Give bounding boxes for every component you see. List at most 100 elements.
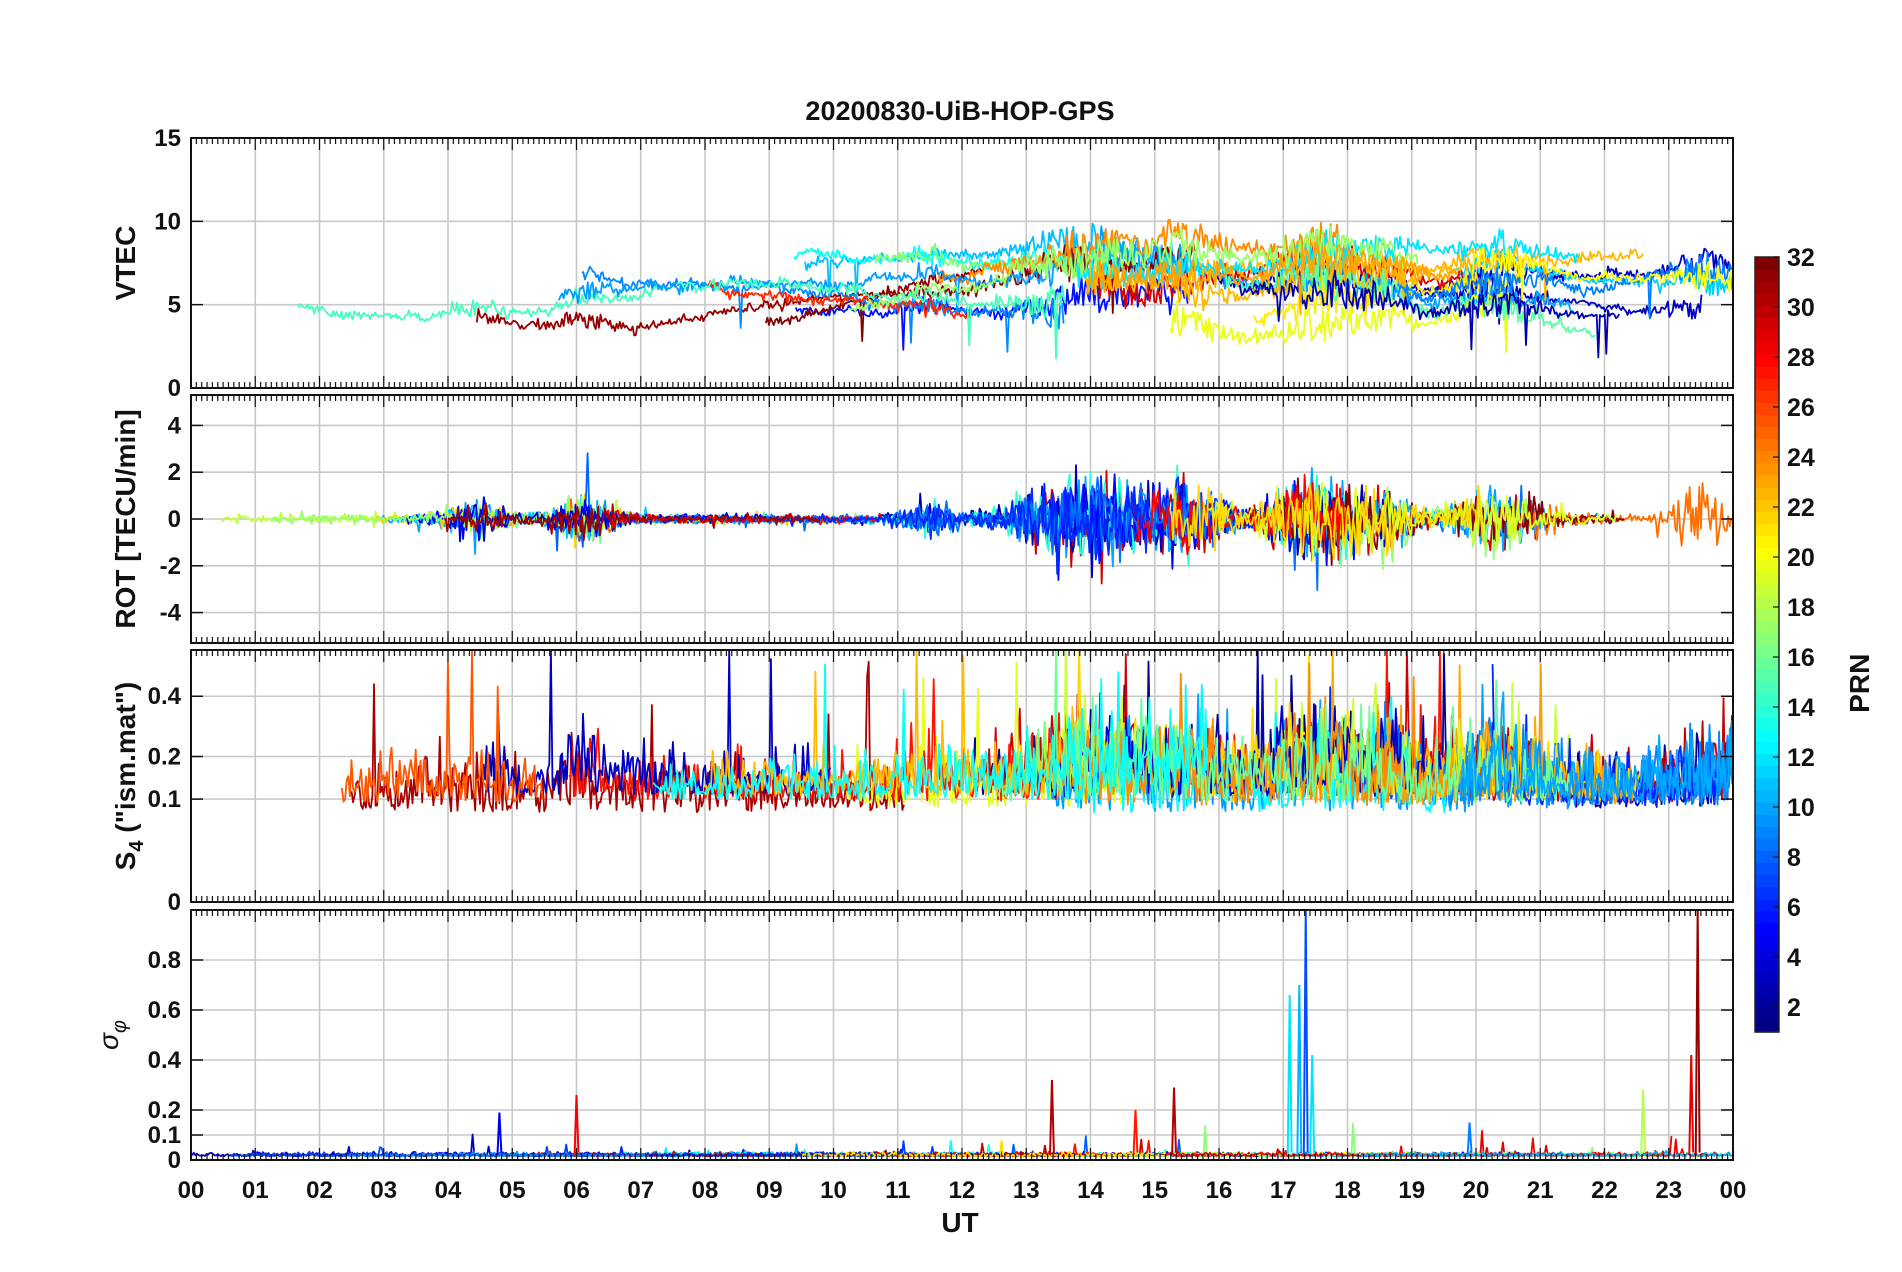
colorbar-band	[1755, 583, 1779, 597]
sigma-phi-y-ticks: 00.10.2 0.4 0.6 0.8	[148, 947, 182, 1174]
colorbar-band	[1755, 571, 1779, 585]
prn-trace	[475, 267, 984, 337]
x-tick-label: 02	[306, 1177, 333, 1204]
vtec-frame	[190, 137, 1734, 389]
sigma-spike	[1296, 984, 1303, 1156]
colorbar-tick-label: 20	[1787, 544, 1815, 572]
colorbar-band	[1755, 826, 1779, 839]
colorbar-band	[1755, 862, 1779, 876]
colorbar-band	[1755, 341, 1779, 355]
y-tick-label: 15	[154, 125, 181, 152]
sigma-spike	[1171, 1087, 1177, 1156]
sigma-spike	[1049, 1079, 1055, 1156]
sigma-spike	[1688, 1054, 1695, 1156]
colorbar-tick-label: 30	[1787, 294, 1815, 322]
x-tick-label: 17	[1270, 1177, 1297, 1204]
x-axis-label: UT	[941, 1207, 978, 1238]
prn-trace	[1222, 258, 1596, 338]
colorbar-band	[1755, 535, 1779, 549]
sigma-spike	[1132, 1109, 1139, 1156]
s4-label-main: S	[110, 852, 141, 871]
panel-sigma-phi: 00.10.2 0.4 0.6 0.8 σφ	[93, 909, 1734, 1174]
y-tick-label: 0.1	[148, 786, 181, 813]
colorbar-band	[1755, 680, 1779, 694]
vtec-y-ticks: 0 5 10 15	[154, 125, 181, 402]
colorbar-band	[1755, 257, 1779, 270]
colorbar-tick-label: 28	[1787, 344, 1815, 372]
prn-trace	[800, 1139, 1151, 1158]
sigma-label-main: σ	[93, 1032, 124, 1050]
panel-s4: 0 0.1 0.2 0.4 S4 ("ism.mat")	[110, 649, 1734, 916]
colorbar-band	[1755, 511, 1779, 525]
colorbar-band	[1755, 305, 1779, 319]
colorbar-frame	[1754, 256, 1780, 1033]
y-tick-label: 0	[168, 506, 181, 533]
colorbar-band	[1755, 353, 1779, 367]
colorbar-tick-label: 16	[1787, 644, 1815, 672]
colorbar-band	[1755, 620, 1779, 633]
x-tick-label: 10	[820, 1177, 847, 1204]
colorbar-band	[1755, 668, 1779, 682]
x-tick-label: 16	[1206, 1177, 1233, 1204]
colorbar-band	[1755, 281, 1779, 294]
colorbar-band	[1755, 547, 1779, 561]
prn-trace	[874, 242, 1116, 280]
x-tick-label: 04	[435, 1177, 462, 1204]
x-tick-label: 21	[1527, 1177, 1554, 1204]
x-tick-label: 03	[370, 1177, 397, 1204]
colorbar-band	[1755, 741, 1779, 755]
prn-trace	[1459, 723, 1734, 808]
x-axis-tick-labels: 00 01 02 03 04 05 06 07 08 09 10 11 12 13 14 15 16 17 18 19…	[178, 1177, 1747, 1204]
prn-trace	[1459, 691, 1733, 802]
colorbar-band	[1755, 1019, 1779, 1033]
colorbar-band	[1755, 947, 1779, 960]
sigma-spike	[573, 1094, 580, 1156]
y-tick-label: 0	[168, 889, 181, 916]
colorbar-tick-label: 12	[1787, 744, 1815, 772]
colorbar-band	[1755, 378, 1779, 391]
colorbar-band	[1755, 874, 1779, 888]
prn-trace	[1471, 246, 1734, 301]
colorbar-tick-label: 32	[1787, 244, 1815, 272]
colorbar-tick-label: 6	[1787, 894, 1801, 922]
rot-y-label: ROT [TECU/min]	[110, 409, 141, 628]
prn-trace	[676, 275, 1067, 360]
colorbar-band	[1755, 705, 1779, 718]
sigma-spike	[496, 1112, 503, 1156]
prn-trace	[340, 649, 544, 803]
colorbar-tick-label: 10	[1787, 794, 1815, 822]
colorbar-band	[1755, 438, 1779, 452]
prn-trace	[1086, 241, 1458, 316]
colorbar-band	[1755, 789, 1779, 803]
colorbar-band	[1755, 317, 1779, 331]
prn-trace	[1238, 269, 1620, 359]
colorbar-band	[1755, 632, 1779, 646]
colorbar-band	[1755, 329, 1779, 343]
colorbar-band	[1755, 450, 1779, 464]
colorbar-band	[1755, 596, 1779, 609]
y-tick-label: 0.1	[148, 1122, 181, 1149]
colorbar-band	[1755, 838, 1779, 851]
x-tick-label: 22	[1591, 1177, 1618, 1204]
colorbar-tick-label: 4	[1787, 944, 1801, 972]
s4-label-rest: ("ism.mat")	[110, 682, 141, 841]
colorbar-gradient	[1755, 257, 1779, 1033]
colorbar-band	[1755, 293, 1779, 307]
prn-trace	[443, 502, 821, 541]
prn-trace	[1396, 251, 1733, 320]
colorbar-band	[1755, 474, 1779, 488]
colorbar-band	[1755, 814, 1779, 827]
colorbar-band	[1755, 462, 1779, 476]
prn-trace	[1107, 1122, 1667, 1158]
s4-frame	[190, 649, 1734, 903]
colorbar-band	[1755, 971, 1779, 985]
colorbar-band	[1755, 656, 1779, 670]
y-tick-label: 0.4	[148, 1047, 182, 1074]
y-tick-label: -2	[160, 553, 181, 580]
x-tick-label: 00	[178, 1177, 205, 1204]
y-tick-label: 4	[168, 412, 182, 439]
y-tick-label: 0.2	[148, 744, 181, 771]
colorbar-band	[1755, 1007, 1779, 1021]
